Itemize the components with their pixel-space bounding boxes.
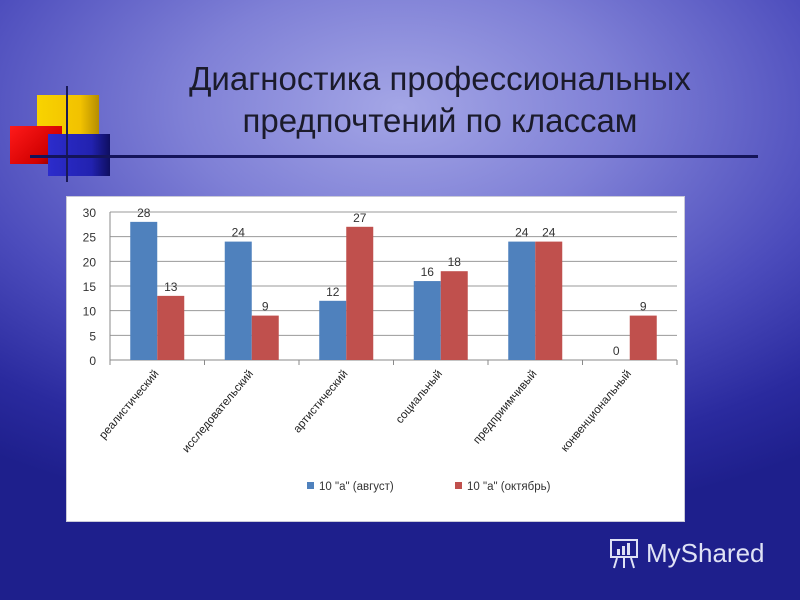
bar — [440, 271, 468, 360]
data-label: 27 — [353, 211, 367, 225]
title-underline — [30, 155, 758, 158]
data-label: 9 — [640, 300, 647, 314]
bar — [535, 241, 563, 360]
category-label: предприимчивый — [471, 368, 539, 446]
data-label: 28 — [137, 206, 151, 220]
bar — [508, 241, 536, 360]
bar — [319, 300, 347, 360]
data-label: 24 — [515, 226, 529, 240]
data-label: 24 — [232, 226, 246, 240]
data-label: 12 — [326, 285, 340, 299]
y-tick-label: 5 — [89, 329, 96, 343]
bar — [224, 241, 252, 360]
data-label: 13 — [164, 280, 178, 294]
bar-chart: 0 5 10 15 20 25 30 28 13 реалистический 24 9 исследо… — [66, 196, 685, 522]
y-tick-label: 30 — [83, 206, 97, 220]
legend-label: 10 "а" (октябрь) — [467, 481, 551, 493]
data-label: 16 — [421, 265, 435, 279]
y-tick-label: 25 — [83, 231, 97, 245]
category-label: артистический — [291, 368, 350, 435]
data-label: 9 — [262, 300, 269, 314]
bar — [346, 226, 374, 360]
category-label: исследовательский — [180, 368, 256, 455]
data-label: 0 — [613, 344, 620, 358]
title-line-1: Диагностика профессиональных — [189, 60, 691, 97]
category-label: социальный — [394, 368, 445, 426]
bar — [157, 295, 185, 360]
presentation-board-icon — [610, 539, 638, 569]
category-label: реалистический — [97, 368, 161, 441]
bar — [629, 315, 657, 360]
y-tick-label: 10 — [83, 305, 97, 319]
watermark: MyShared — [608, 536, 765, 570]
data-label: 24 — [542, 226, 556, 240]
bar — [413, 281, 441, 360]
bar — [251, 315, 279, 360]
y-tick-label: 15 — [83, 280, 97, 294]
data-label: 18 — [448, 255, 462, 269]
title-line-2: предпочтений по классам — [242, 102, 638, 139]
decorative-squares — [0, 80, 120, 190]
bar — [130, 221, 158, 360]
watermark-text: MyShared — [646, 537, 765, 568]
legend-label: 10 "а" (август) — [319, 481, 394, 493]
legend-swatch — [307, 482, 314, 489]
category-label: конвенциональный — [559, 368, 634, 454]
chart-canvas: 0 5 10 15 20 25 30 28 13 реалистический 24 9 исследо… — [83, 206, 678, 493]
y-tick-label: 0 — [89, 354, 96, 368]
slide-title: Диагностика профессиональных предпочтени… — [140, 58, 740, 142]
y-tick-label: 20 — [83, 255, 97, 269]
legend-swatch — [455, 482, 462, 489]
